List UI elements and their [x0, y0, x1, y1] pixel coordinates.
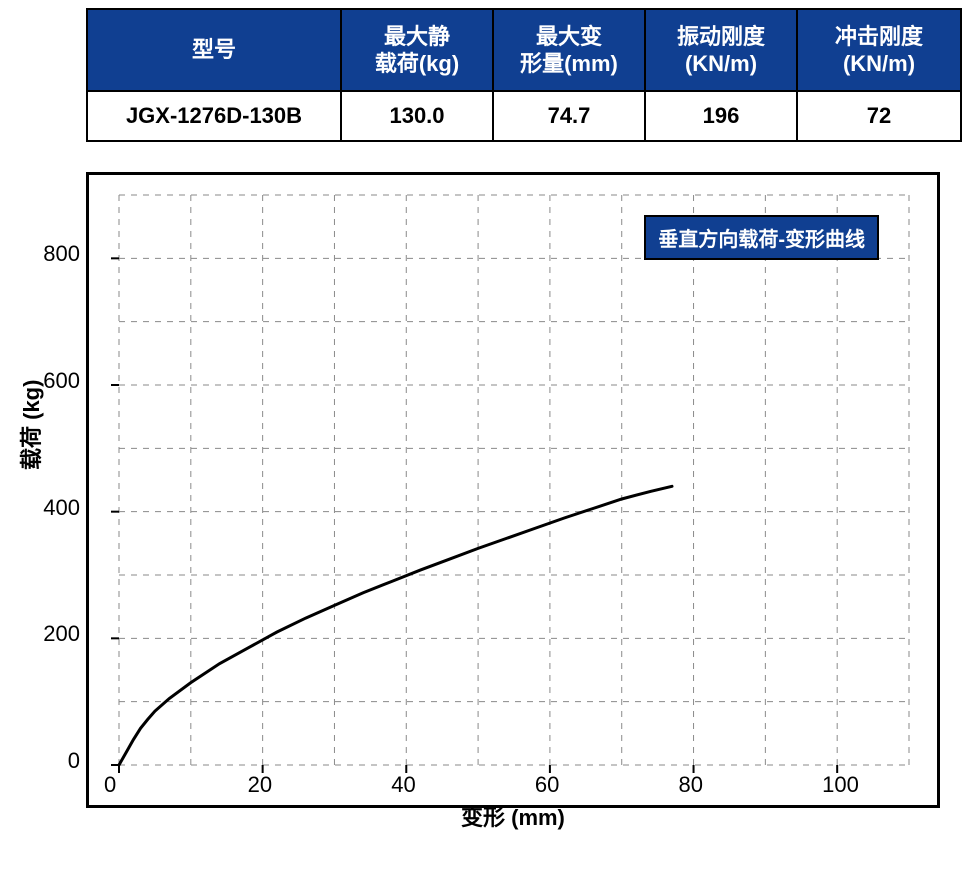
chart-svg [89, 175, 937, 805]
x-tick-label: 40 [391, 772, 415, 798]
x-tick-label: 80 [679, 772, 703, 798]
cell-model: JGX-1276D-130B [87, 91, 341, 141]
y-tick-label: 200 [43, 621, 80, 647]
chart-legend: 垂直方向载荷-变形曲线 [644, 215, 879, 260]
spec-table: 型号 最大静载荷(kg) 最大变形量(mm) 振动刚度(KN/m) 冲击刚度(K… [86, 8, 962, 142]
cell-max-load: 130.0 [341, 91, 493, 141]
col-vib-stiff: 振动刚度(KN/m) [645, 9, 797, 91]
col-model: 型号 [87, 9, 341, 91]
x-tick-label: 60 [535, 772, 559, 798]
x-axis-label: 变形 (mm) [461, 800, 565, 832]
spec-header-row: 型号 最大静载荷(kg) 最大变形量(mm) 振动刚度(KN/m) 冲击刚度(K… [87, 9, 961, 91]
col-impact-stiff: 冲击刚度(KN/m) [797, 9, 961, 91]
cell-max-deform: 74.7 [493, 91, 645, 141]
x-tick-label: 0 [104, 772, 116, 798]
y-tick-label: 600 [43, 368, 80, 394]
x-tick-label: 20 [248, 772, 272, 798]
x-tick-label: 100 [822, 772, 859, 798]
chart-area: 垂直方向载荷-变形曲线 [86, 172, 940, 808]
col-max-load: 最大静载荷(kg) [341, 9, 493, 91]
spec-data-row: JGX-1276D-130B 130.0 74.7 196 72 [87, 91, 961, 141]
col-max-deform: 最大变形量(mm) [493, 9, 645, 91]
y-axis-label: 载荷 (kg) [14, 380, 46, 470]
cell-vib-stiff: 196 [645, 91, 797, 141]
y-tick-label: 800 [43, 241, 80, 267]
y-tick-label: 0 [68, 748, 80, 774]
y-tick-label: 400 [43, 495, 80, 521]
cell-impact-stiff: 72 [797, 91, 961, 141]
